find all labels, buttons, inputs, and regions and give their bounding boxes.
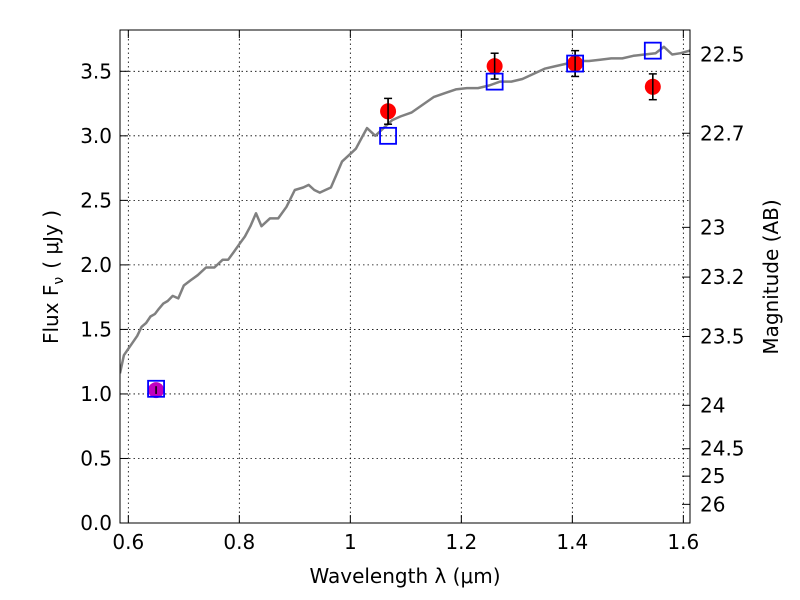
y-axis-left-label-subscript: ν [51,277,67,285]
y-tick-label: 0.5 [80,446,112,470]
magnitude-tick-label: 24.5 [700,437,745,461]
y-axis-left-label: Flux Fν ( μJy ) [39,210,67,344]
model-photometry-square [147,379,165,398]
magnitude-tick-label: 26 [700,492,725,516]
magnitude-tick-label: 25 [700,464,725,488]
tick-labels-layer: 0.6 0.8 1 1.2 1.4 1.6 0.0 0.5 1.0 1.5 2.0 2.5 3.0 3.5… [80,42,744,554]
y-tick-label: 0.0 [80,511,112,535]
y-axis-left-label-main: Flux F [39,285,63,344]
y-tick-label: 1.5 [80,317,112,341]
magnitude-tick-label: 23 [700,215,725,239]
magnitude-tick-label: 24 [700,393,725,417]
x-axis-label: Wavelength λ (μm) [309,564,500,588]
x-tick-label: 0.8 [223,530,255,554]
model-photometry-square [566,54,585,73]
y-axis-left-label-unit: ( μJy ) [39,210,63,269]
x-tick-label: 1.2 [445,530,477,554]
plot-data-layer [120,41,690,399]
model-photometry-square [485,72,504,91]
x-tick-label: 1.6 [667,530,699,554]
plot-frame [119,29,691,524]
y-axis-right-label: Magnitude (AB) [759,199,783,354]
magnitude-tick-label: 23.5 [700,324,745,348]
y-tick-label: 2.5 [80,188,112,212]
model-spectrum-line [120,45,690,374]
model-photometry-square [643,41,662,60]
magnitude-tick-label: 22.7 [700,121,745,145]
magnitude-tick-label: 23.2 [700,265,745,289]
magnitude-tick-label: 22.5 [700,42,745,66]
grid-layer [120,30,690,524]
x-tick-label: 1 [344,530,357,554]
ticks-layer [120,30,690,524]
y-tick-label: 3.5 [80,59,112,83]
y-tick-label: 2.0 [80,253,112,277]
model-photometry-square [379,126,397,145]
y-tick-label: 1.0 [80,382,112,406]
y-tick-label: 3.0 [80,124,112,148]
x-tick-label: 0.6 [112,530,144,554]
x-tick-label: 1.4 [556,530,588,554]
